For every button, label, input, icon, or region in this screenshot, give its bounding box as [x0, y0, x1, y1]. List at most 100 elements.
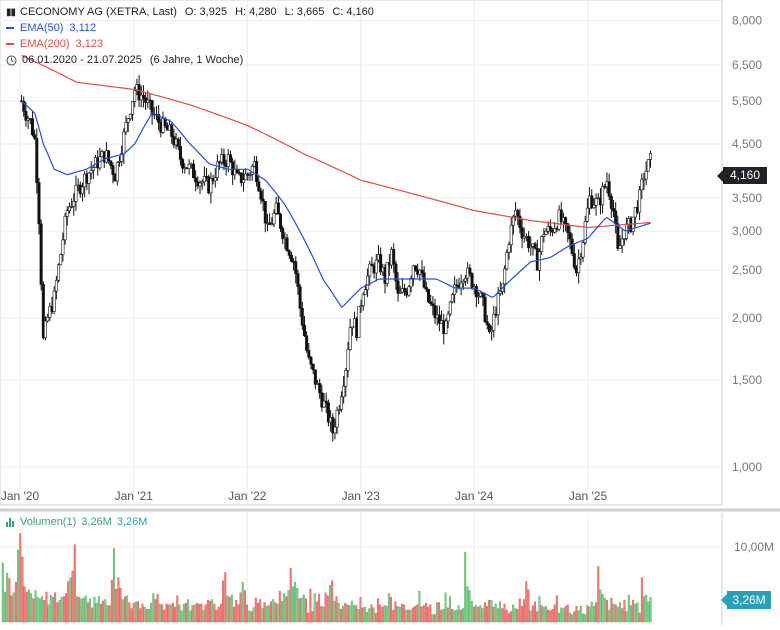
candle-body [122, 131, 126, 154]
candle-body [348, 327, 352, 350]
volume-bar [368, 608, 371, 623]
low-value: 3,665 [296, 6, 325, 18]
candle-body [392, 248, 396, 265]
volume-bar [243, 590, 246, 623]
candle-body [294, 261, 298, 274]
volume-bar [352, 605, 355, 623]
candle-body [302, 324, 306, 337]
candle-body [464, 277, 468, 282]
volume-bar [161, 604, 164, 623]
volume-bar [331, 580, 334, 623]
candle-body [350, 326, 354, 329]
volume-bar [333, 600, 336, 623]
volume-bar [396, 606, 399, 623]
y-tick-label: 3,500 [732, 191, 762, 205]
volume-bar [496, 608, 499, 623]
ema50-swatch [6, 27, 14, 29]
volume-bar [182, 603, 185, 623]
volume-bar [32, 598, 35, 623]
volume-bar [75, 596, 78, 623]
volume-bar [309, 588, 312, 623]
volume-bar [198, 603, 201, 623]
volume-bar [516, 609, 519, 623]
chart-title: CECONOMY AG (XETRA, Last) [20, 6, 177, 18]
volume-bar [342, 606, 345, 623]
candle-body [566, 223, 570, 233]
volume-bar [99, 603, 102, 623]
x-tick-label: Jan '24 [455, 489, 494, 503]
candle-body [366, 275, 370, 290]
volume-bar [431, 614, 434, 623]
volume-bar [296, 588, 299, 623]
candle-body [498, 291, 502, 294]
candle-body [131, 101, 135, 115]
candle-body [128, 113, 132, 120]
volume-bar [21, 556, 24, 623]
candle-body [109, 160, 113, 166]
volume-bar [643, 596, 646, 623]
volume-bar [202, 609, 205, 623]
candle-body [200, 181, 204, 184]
volume-bar [134, 601, 137, 623]
volume-bar [195, 603, 198, 623]
volume-bar [359, 597, 362, 623]
volume-bar [477, 606, 480, 623]
volume-bar [381, 606, 384, 623]
candle-body [359, 305, 363, 308]
candle-body [572, 253, 576, 268]
volume-bar [267, 605, 270, 623]
ema200-legend[interactable]: EMA(200) 3,123 [6, 38, 103, 50]
volume-bar [272, 599, 275, 623]
candle-body [448, 301, 452, 315]
volume-bar [8, 578, 11, 623]
x-tick-label: Jan '23 [342, 489, 381, 503]
candle-body [320, 392, 324, 408]
volume-bar [542, 606, 545, 623]
candle-body [540, 236, 544, 252]
candle-body [548, 226, 552, 231]
volume-bar [571, 614, 574, 623]
volume-bar [647, 601, 650, 623]
volume-bar [49, 594, 52, 623]
volume-value-2: 3,26M [116, 516, 148, 528]
candle-body [133, 90, 137, 102]
candle-body [342, 385, 346, 398]
volume-bar [534, 601, 536, 623]
candle-body [344, 370, 348, 387]
volume-bar [213, 603, 216, 623]
candle-body [150, 100, 154, 115]
volume-bar [400, 603, 403, 623]
volume-bar [71, 570, 74, 623]
candle-body [346, 349, 350, 371]
x-tick-label: Jan '22 [228, 489, 267, 503]
candle-body [511, 215, 515, 226]
volume-bar [350, 600, 353, 623]
volume-bar [355, 605, 358, 623]
last-volume-badge: 3,26M [721, 591, 771, 609]
volume-bar [466, 586, 469, 623]
candle-body [228, 154, 232, 163]
ema50-legend[interactable]: EMA(50) 3,112 [6, 22, 96, 34]
candle-body [446, 313, 450, 322]
candle-body [43, 320, 47, 339]
volume-bar [422, 605, 425, 623]
volume-bar [219, 603, 222, 623]
volume-bar [420, 606, 423, 623]
candle-body [507, 244, 511, 253]
volume-bar [150, 603, 153, 623]
candle-body [191, 163, 195, 179]
candle-body [126, 118, 130, 123]
candle-body [474, 286, 478, 298]
volume-legend[interactable]: Volumen(1) 3,26M 3,26M [6, 516, 147, 528]
volume-bar [499, 601, 502, 623]
candle-body [157, 114, 161, 123]
candle-body [583, 221, 587, 244]
volume-bar [215, 609, 218, 623]
high-label: H: [235, 6, 247, 18]
candle-body [170, 124, 174, 137]
candle-body [181, 159, 185, 169]
volume-bar [597, 566, 600, 623]
volume-bar [291, 586, 294, 623]
candle-body [361, 294, 365, 307]
